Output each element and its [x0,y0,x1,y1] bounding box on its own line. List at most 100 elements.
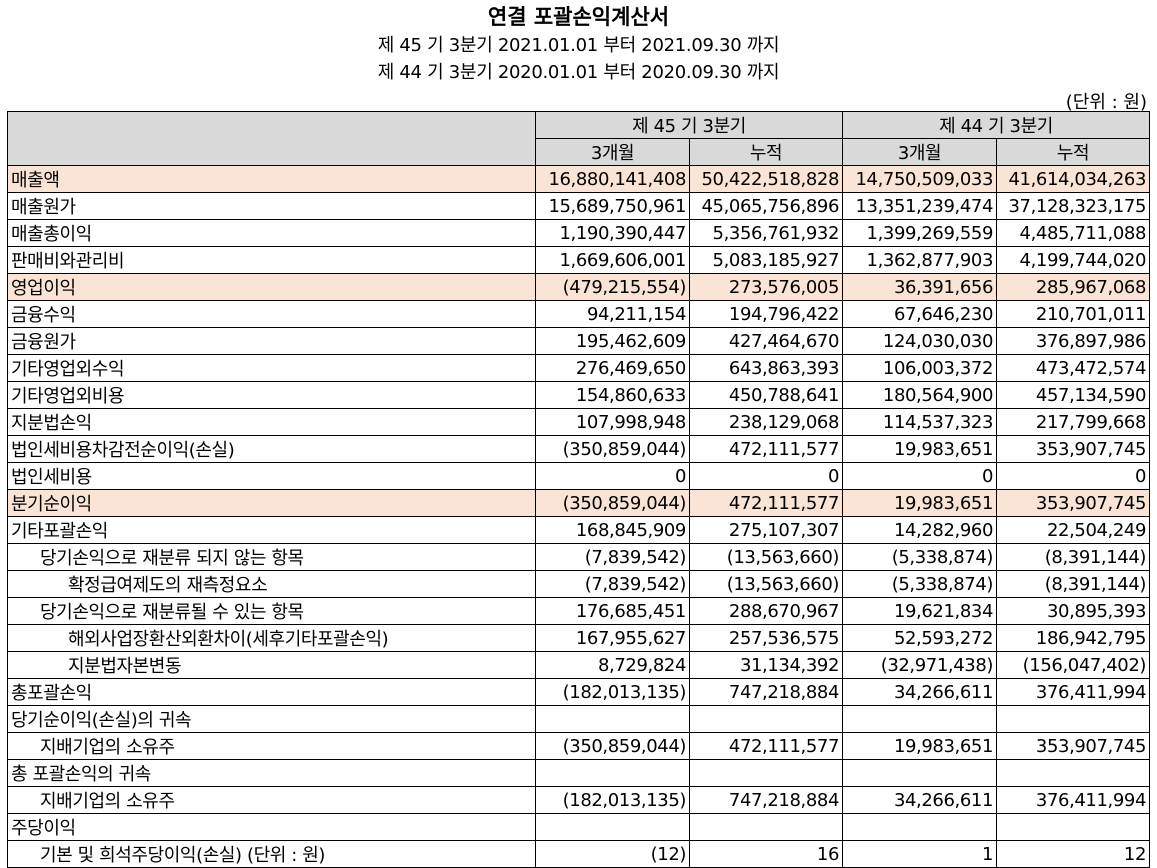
cell-prior-3m: (5,338,874) [842,543,998,571]
header-row-1: 제 45 기 3분기 제 44 기 3분기 [7,111,1151,166]
row-label: 지배기업의 소유주 [7,786,536,814]
row-label: 매출원가 [7,192,536,220]
cell-current-3m: (182,013,135) [535,786,690,814]
header-prior-cumulative: 누적 [996,138,1151,166]
table-row: 당기손익으로 재분류 되지 않는 항목 (7,839,542) (13,563,66… [7,543,1151,571]
row-label: 금융원가 [7,327,536,355]
header-row-2: 3개월 누적 3개월 누적 [8,138,1151,166]
cell-current-3m: (7,839,542) [535,543,690,571]
table-row: 지배기업의 소유주 (350,859,044) 472,111,577 19,983,… [7,732,1151,760]
cell-prior-cumulative [996,705,1151,733]
cell-current-3m: 176,685,451 [535,597,690,625]
row-label: 판매비와관리비 [7,246,536,274]
cell-prior-3m [842,813,998,841]
table-row: 기타영업외비용 154,860,633 450,788,641 180,564,900… [7,381,1151,409]
cell-current-cumulative [688,759,844,787]
cell-current-cumulative: 31,134,392 [688,651,844,679]
cell-current-cumulative: 5,083,185,927 [688,246,844,274]
cell-current-3m: (350,859,044) [535,732,690,760]
cell-current-cumulative: 194,796,422 [688,300,844,328]
header-current-cumulative: 누적 [688,138,844,166]
row-label: 지분법자본변동 [7,651,536,679]
cell-current-cumulative: 747,218,884 [688,678,844,706]
header-prior-period: 제 44 기 3분기 [842,111,1151,139]
table-row: 지분법손익 107,998,948 238,129,068 114,537,323 21… [7,408,1151,436]
cell-prior-3m: 0 [842,462,998,490]
cell-prior-cumulative [996,813,1151,841]
table-row: 판매비와관리비 1,669,606,001 5,083,185,927 1,362,8… [7,246,1151,274]
cell-current-3m: 16,880,141,408 [535,165,690,193]
cell-current-3m: 1,190,390,447 [535,219,690,247]
cell-current-cumulative: 257,536,575 [688,624,844,652]
cell-current-3m: 1,669,606,001 [535,246,690,274]
cell-prior-cumulative: 4,485,711,088 [996,219,1151,247]
cell-prior-3m: 14,750,509,033 [842,165,998,193]
cell-current-cumulative: 472,111,577 [688,435,844,463]
cell-prior-3m: 19,621,834 [842,597,998,625]
cell-prior-cumulative: 186,942,795 [996,624,1151,652]
row-label: 매출총이익 [7,219,536,247]
cell-current-3m: (7,839,542) [535,570,690,598]
cell-prior-3m: 19,983,651 [842,732,998,760]
cell-current-cumulative: 427,464,670 [688,327,844,355]
table-row: 법인세비용차감전순이익(손실) (350,859,044) 472,111,577 1… [7,435,1151,463]
cell-prior-cumulative: 376,897,986 [996,327,1151,355]
cell-prior-cumulative: 41,614,034,263 [996,165,1151,193]
table-row: 분기순이익 (350,859,044) 472,111,577 19,983,651 3… [7,489,1151,517]
cell-current-cumulative [688,813,844,841]
cell-current-3m: 154,860,633 [535,381,690,409]
table-row: 영업이익 (479,215,554) 273,576,005 36,391,656 28… [7,273,1151,301]
cell-prior-cumulative: 4,199,744,020 [996,246,1151,274]
cell-prior-3m: 67,646,230 [842,300,998,328]
cell-prior-cumulative: (8,391,144) [996,543,1151,571]
cell-prior-3m: 106,003,372 [842,354,998,382]
cell-prior-cumulative: 376,411,994 [996,786,1151,814]
cell-prior-3m: 34,266,611 [842,678,998,706]
cell-current-3m: 0 [535,462,690,490]
table-row: 매출원가 15,689,750,961 45,065,756,896 13,351,2… [7,192,1151,220]
cell-prior-cumulative: 217,799,668 [996,408,1151,436]
cell-prior-cumulative: 473,472,574 [996,354,1151,382]
cell-current-3m: 15,689,750,961 [535,192,690,220]
cell-prior-3m: 52,593,272 [842,624,998,652]
header-prior-3m: 3개월 [842,138,998,166]
cell-current-cumulative: (13,563,660) [688,543,844,571]
cell-current-3m: (182,013,135) [535,678,690,706]
cell-prior-3m: 19,983,651 [842,489,998,517]
cell-current-3m: (479,215,554) [535,273,690,301]
table-row: 확정급여제도의 재측정요소 (7,839,542) (13,563,660) (5,3… [7,570,1151,598]
cell-prior-cumulative [996,759,1151,787]
table-row: 금융원가 195,462,609 427,464,670 124,030,030 376… [7,327,1151,355]
cell-prior-cumulative: 285,967,068 [996,273,1151,301]
cell-current-cumulative: 0 [688,462,844,490]
table-row: 총 포괄손익의 귀속 [7,759,1151,787]
cell-prior-3m: 1,399,269,559 [842,219,998,247]
cell-prior-3m: 180,564,900 [842,381,998,409]
table-row: 기타포괄손익 168,845,909 275,107,307 14,282,960 22… [7,516,1151,544]
cell-current-cumulative: 643,863,393 [688,354,844,382]
cell-current-cumulative [688,705,844,733]
table-row: 지분법자본변동 8,729,824 31,134,392 (32,971,438) (1… [7,651,1151,679]
row-label: 금융수익 [7,300,536,328]
row-label: 당기손익으로 재분류 되지 않는 항목 [7,543,536,571]
cell-prior-cumulative: 353,907,745 [996,732,1151,760]
header-current-period: 제 45 기 3분기 [534,111,844,139]
row-label: 법인세비용차감전순이익(손실) [7,435,536,463]
cell-prior-cumulative: 353,907,745 [996,489,1151,517]
row-label: 당기순이익(손실)의 귀속 [7,705,536,733]
cell-current-3m: (350,859,044) [535,435,690,463]
income-statement-table: 제 45 기 3분기 제 44 기 3분기 3개월 누적 3개월 누적 매출액 1… [7,111,1151,868]
row-label: 기타포괄손익 [7,516,536,544]
statement-title: 연결 포괄손익계산서 [487,5,670,29]
cell-prior-cumulative: 30,895,393 [996,597,1151,625]
cell-prior-3m: 34,266,611 [842,786,998,814]
table-row: 당기손익으로 재분류될 수 있는 항목 176,685,451 288,670,96… [7,597,1151,625]
cell-prior-cumulative: 376,411,994 [996,678,1151,706]
cell-current-3m: 94,211,154 [535,300,690,328]
header-account-cell [7,111,536,166]
cell-prior-3m: 14,282,960 [842,516,998,544]
table-row: 기타영업외수익 276,469,650 643,863,393 106,003,372… [7,354,1151,382]
table-row: 총포괄손익 (182,013,135) 747,218,884 34,266,611 3… [7,678,1151,706]
cell-current-cumulative: 472,111,577 [688,732,844,760]
cell-current-cumulative: (13,563,660) [688,570,844,598]
